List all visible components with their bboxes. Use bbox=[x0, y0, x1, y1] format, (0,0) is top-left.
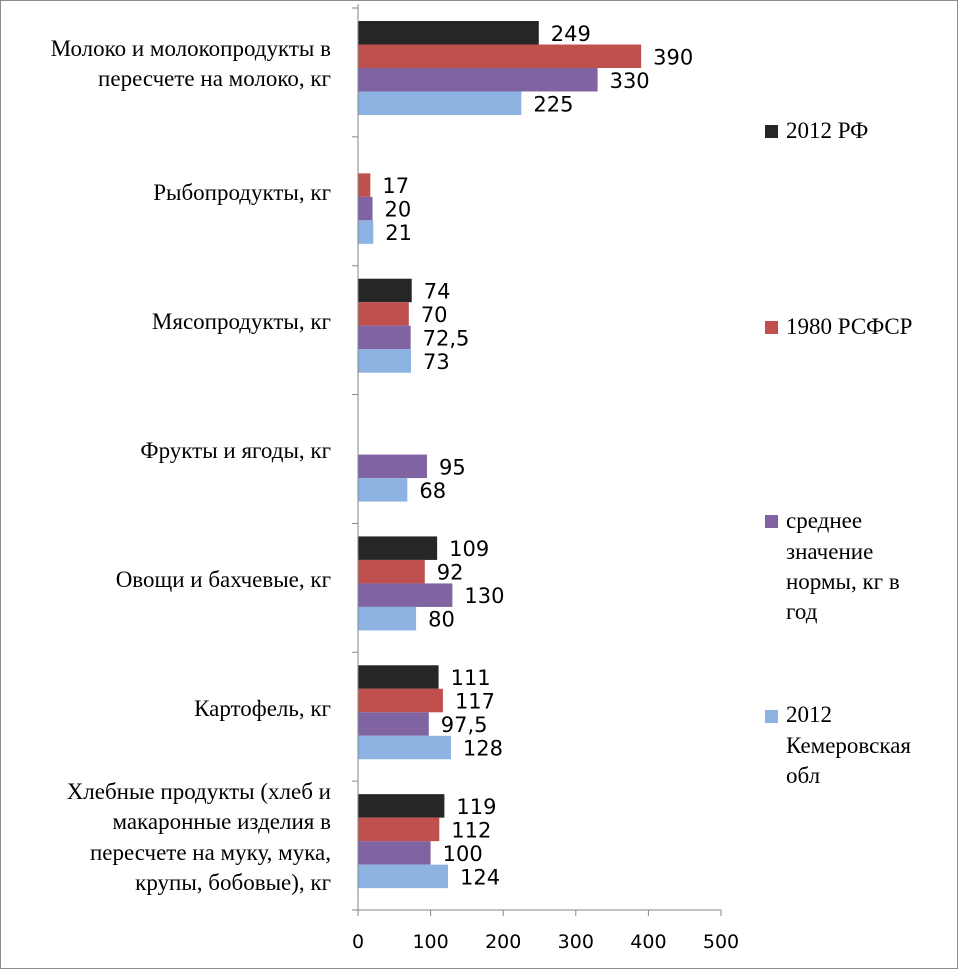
data-label: 390 bbox=[653, 45, 693, 69]
legend-swatch bbox=[765, 320, 778, 334]
bar bbox=[358, 478, 408, 502]
category-label-line: Молоко и молокопродукты в bbox=[50, 36, 331, 62]
bar bbox=[358, 278, 412, 303]
data-label: 112 bbox=[451, 818, 491, 842]
bar bbox=[358, 173, 371, 197]
data-label: 70 bbox=[421, 303, 448, 327]
bar bbox=[358, 583, 453, 607]
legend-label-line: среднее bbox=[786, 508, 863, 534]
bar bbox=[358, 794, 445, 818]
bar bbox=[358, 841, 431, 865]
data-label: 95 bbox=[439, 455, 466, 479]
category-label-line: Рыбопродукты, кг bbox=[153, 180, 331, 206]
data-label: 68 bbox=[419, 479, 446, 503]
category-label-line: Картофель, кг bbox=[194, 695, 331, 721]
data-label: 119 bbox=[456, 795, 496, 819]
bar bbox=[358, 302, 409, 326]
bar bbox=[358, 712, 429, 736]
legend-label-line: год bbox=[786, 599, 818, 625]
category-label: Хлебные продукты (хлеб и макаронные издел… bbox=[0, 777, 331, 898]
x-tick-label: 100 bbox=[412, 931, 448, 953]
legend-swatch bbox=[765, 124, 778, 138]
legend-label-line: обл bbox=[786, 763, 821, 789]
bar bbox=[358, 864, 449, 889]
data-label: 330 bbox=[610, 69, 650, 93]
x-tick-label: 400 bbox=[630, 931, 666, 953]
category-label-line: Овощи и бахчевые, кг bbox=[115, 566, 331, 592]
bar bbox=[358, 220, 374, 244]
bar bbox=[358, 196, 373, 221]
category-label-line: пересчете на молоко, кг bbox=[98, 66, 331, 92]
legend-label-line: 2012 РФ bbox=[786, 117, 869, 143]
data-label: 225 bbox=[533, 92, 573, 116]
x-tick-label: 200 bbox=[485, 931, 521, 953]
bar bbox=[358, 688, 443, 713]
bar bbox=[358, 454, 427, 479]
bar bbox=[358, 68, 598, 92]
bar bbox=[358, 21, 539, 45]
category-label: Картофель, кг bbox=[0, 694, 331, 724]
x-tick-label: 300 bbox=[558, 931, 594, 953]
bar bbox=[358, 536, 438, 560]
x-tick-label: 500 bbox=[703, 931, 739, 953]
data-label: 130 bbox=[464, 584, 504, 608]
category-label: Молоко и молокопродукты в пересчете на мо… bbox=[0, 34, 331, 95]
category-label-line: Мясопродукты, кг bbox=[151, 308, 331, 334]
legend-label-line: Кемеровская bbox=[786, 732, 911, 758]
data-label: 109 bbox=[449, 537, 489, 561]
data-label: 100 bbox=[443, 842, 483, 866]
category-label: Фрукты и ягоды, кг bbox=[0, 436, 331, 466]
data-label: 74 bbox=[424, 279, 451, 303]
legend-item: среднее значение нормы, кг в год bbox=[765, 506, 950, 627]
data-label: 80 bbox=[428, 608, 455, 632]
bar bbox=[358, 349, 411, 373]
legend-label-line: значение bbox=[786, 538, 874, 564]
legend-item: 1980 РСФСР bbox=[765, 312, 950, 342]
bar bbox=[358, 817, 440, 842]
bar bbox=[358, 44, 642, 68]
data-label: 72,5 bbox=[423, 326, 470, 350]
data-label: 111 bbox=[451, 666, 491, 690]
data-label: 17 bbox=[382, 174, 409, 198]
legend-label-line: 1980 РСФСР bbox=[786, 313, 913, 339]
category-label: Рыбопродукты, кг bbox=[0, 178, 331, 208]
bar bbox=[358, 559, 425, 584]
bar bbox=[358, 606, 417, 631]
category-label-line: крупы, бобовые), кг bbox=[135, 869, 331, 895]
category-label: Мясопродукты, кг bbox=[0, 307, 331, 337]
data-label: 21 bbox=[385, 221, 412, 245]
legend-swatch bbox=[765, 709, 778, 723]
data-label: 73 bbox=[423, 350, 450, 374]
category-label-line: макаронные изделия в bbox=[112, 809, 331, 835]
legend-label-line: 2012 bbox=[786, 702, 832, 728]
data-label: 117 bbox=[455, 690, 495, 714]
data-label: 20 bbox=[385, 198, 412, 222]
bar bbox=[358, 91, 522, 115]
legend-item: 2012 РФ bbox=[765, 116, 950, 146]
category-label-line: Фрукты и ягоды, кг bbox=[140, 437, 331, 463]
bar bbox=[358, 735, 451, 760]
legend-label-line: нормы, кг в bbox=[786, 568, 900, 594]
legend-item: 2012 Кемеровская обл bbox=[765, 700, 950, 791]
category-label-line: Хлебные продукты (хлеб и bbox=[66, 778, 331, 804]
category-label-line: пересчете на муку, мука, bbox=[89, 839, 331, 865]
data-label: 97,5 bbox=[441, 713, 488, 737]
data-label: 124 bbox=[460, 865, 500, 889]
bar bbox=[358, 665, 439, 689]
category-label: Овощи и бахчевые, кг bbox=[0, 565, 331, 595]
data-label: 249 bbox=[551, 22, 591, 46]
legend-swatch bbox=[765, 515, 778, 529]
data-label: 92 bbox=[437, 561, 464, 585]
x-tick-label: 0 bbox=[352, 931, 364, 953]
data-label: 128 bbox=[463, 737, 503, 761]
bar bbox=[358, 325, 411, 350]
